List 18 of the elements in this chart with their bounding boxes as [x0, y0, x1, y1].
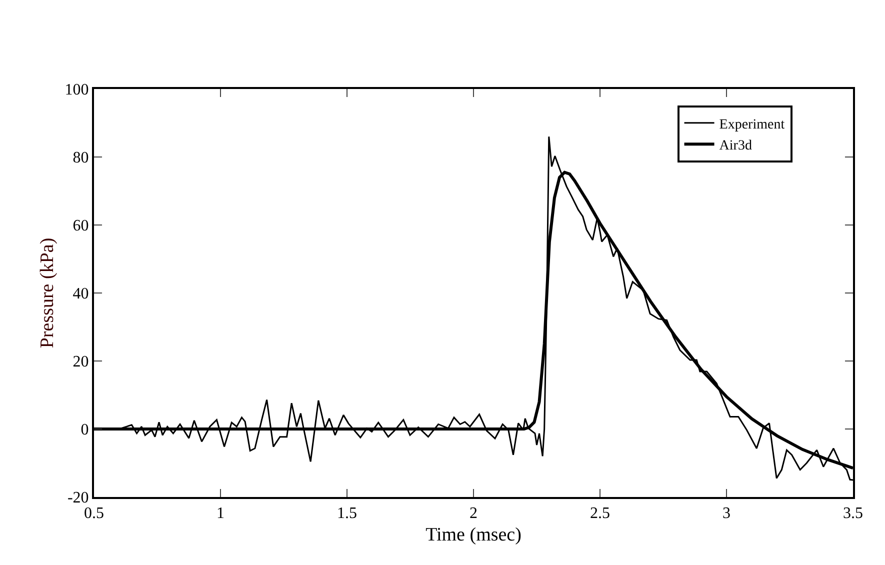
- x-tick-label: 1.5: [337, 505, 357, 522]
- x-tick-label: 2.5: [590, 505, 610, 522]
- y-tick-label: -20: [67, 490, 89, 507]
- y-tick-label: 100: [64, 82, 89, 99]
- legend-label: Experiment: [719, 117, 785, 132]
- x-tick-label: 0.5: [84, 505, 104, 522]
- y-tick-label: 40: [72, 286, 89, 303]
- legend-label: Air3d: [719, 138, 752, 154]
- x-tick-label: 1: [216, 505, 224, 522]
- y-tick-label: 20: [72, 354, 89, 371]
- x-tick-label: 3.5: [843, 505, 863, 522]
- y-tick-label: 60: [72, 218, 89, 235]
- x-tick-label: 3: [722, 505, 730, 522]
- x-axis-title: Time (msec): [426, 524, 522, 546]
- y-tick-label: 0: [80, 422, 89, 439]
- y-tick-label: 80: [72, 150, 89, 167]
- x-tick-label: 2: [470, 505, 478, 522]
- y-axis-title: Pressure (kPa): [37, 238, 58, 348]
